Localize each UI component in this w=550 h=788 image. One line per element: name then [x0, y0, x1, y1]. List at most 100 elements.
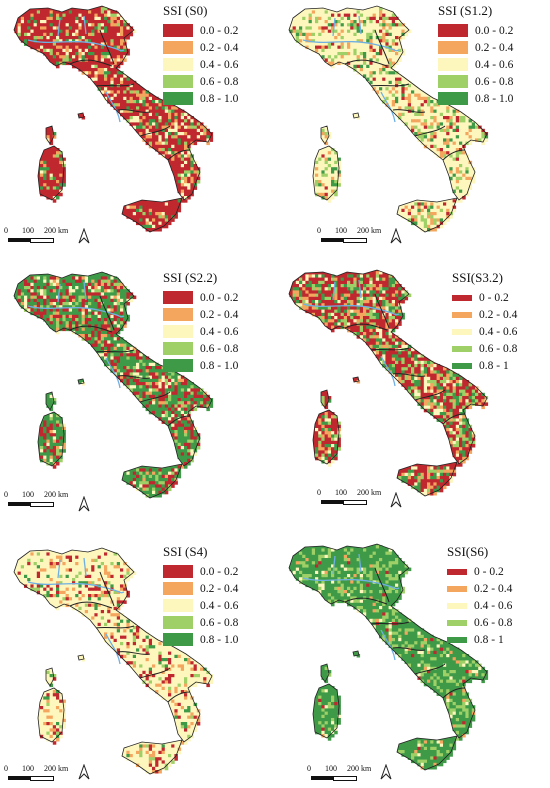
- legend-item: 0.4 - 0.6: [452, 323, 517, 340]
- legend-swatch: [163, 359, 193, 372]
- legend-label: 0.8 - 1.0: [475, 92, 514, 105]
- legend-label: 0.2 - 0.4: [474, 582, 513, 595]
- scale-label-100: 100: [335, 488, 347, 497]
- legend-swatch: [163, 325, 193, 338]
- ssi-raster: [14, 549, 214, 774]
- north-arrow-icon: [78, 764, 90, 780]
- legend-title: SSI(S3.2): [452, 270, 503, 285]
- legend-label: 0.4 - 0.6: [200, 58, 239, 71]
- italy-map: [288, 543, 489, 771]
- legend-label: 0.4 - 0.6: [474, 599, 513, 612]
- legend-item: 0.8 - 1.0: [163, 631, 238, 648]
- legend-item: 0 - 0.2: [452, 289, 517, 306]
- scale-label-0: 0: [317, 226, 321, 235]
- legend-swatch: [163, 41, 193, 54]
- legend-title: SSI (S4): [163, 544, 208, 559]
- legend-item: 0.6 - 0.8: [452, 340, 517, 357]
- legend-item: 0.6 - 0.8: [163, 614, 238, 631]
- legend-swatch: [452, 294, 472, 301]
- legend-item: 0.0 - 0.2: [163, 289, 238, 306]
- legend-label: 0.8 - 1.0: [200, 633, 239, 646]
- legend-label: 0.6 - 0.8: [200, 75, 239, 88]
- legend-label: 0.4 - 0.6: [200, 599, 239, 612]
- legend-label: 0.2 - 0.4: [200, 41, 239, 54]
- italy-map: [13, 5, 214, 233]
- legend-item: 0.4 - 0.6: [163, 323, 238, 340]
- legend-item: 0.4 - 0.6: [163, 56, 238, 73]
- legend-item: 0.6 - 0.8: [163, 340, 238, 357]
- legend-item: 0.2 - 0.4: [163, 306, 238, 323]
- legend: SSI(S3.2) 0 - 0.2 0.2 - 0.4 0.4 - 0.6 0.…: [452, 270, 517, 374]
- legend-swatch: [447, 636, 467, 643]
- legend-label: 0.6 - 0.8: [475, 75, 514, 88]
- legend-swatch: [452, 362, 472, 369]
- legend-swatch: [163, 342, 193, 355]
- scale-label-0: 0: [317, 488, 321, 497]
- legend-label: 0.2 - 0.4: [200, 308, 239, 321]
- north-arrow-icon: [78, 496, 90, 512]
- legend-swatch: [163, 24, 193, 37]
- legend-swatch: [438, 24, 468, 37]
- legend-swatch: [447, 619, 467, 626]
- map-panel-s1-2: SSI (S1.2) 0.0 - 0.2 0.2 - 0.4 0.4 - 0.6…: [275, 0, 550, 262]
- legend-item: 0.2 - 0.4: [163, 39, 238, 56]
- legend-item: 0.4 - 0.6: [438, 56, 513, 73]
- legend-swatch: [447, 568, 467, 575]
- legend-label: 0.2 - 0.4: [200, 582, 239, 595]
- legend-swatch: [163, 599, 193, 612]
- legend-label: 0.6 - 0.8: [479, 342, 518, 355]
- north-arrow-icon: [390, 228, 402, 244]
- map-panel-s4: SSI (S4) 0.0 - 0.2 0.2 - 0.4 0.4 - 0.6 0…: [0, 524, 275, 786]
- scale-label-0: 0: [4, 226, 8, 235]
- scale-label-200: 200 km: [44, 490, 69, 499]
- scale-label-100: 100: [22, 490, 34, 499]
- legend-item: 0.8 - 1.0: [163, 90, 238, 107]
- italy-map: [288, 269, 489, 497]
- legend: SSI (S1.2) 0.0 - 0.2 0.2 - 0.4 0.4 - 0.6…: [438, 3, 513, 107]
- legend-label: 0 - 0.2: [479, 291, 509, 304]
- ssi-raster: [289, 271, 489, 496]
- scale-label-0: 0: [307, 764, 311, 773]
- legend-swatch: [163, 308, 193, 321]
- legend: SSI (S2.2) 0.0 - 0.2 0.2 - 0.4 0.4 - 0.6…: [163, 270, 238, 374]
- legend-item: 0.8 - 1: [447, 631, 512, 648]
- scale-label-200: 200 km: [347, 764, 372, 773]
- legend-swatch: [438, 41, 468, 54]
- legend-item: 0.2 - 0.4: [447, 580, 512, 597]
- scale-label-100: 100: [335, 226, 347, 235]
- italy-map: [13, 271, 214, 499]
- legend-item: 0.2 - 0.4: [438, 39, 513, 56]
- legend-title: SSI(S6): [447, 544, 489, 559]
- legend-item: 0.2 - 0.4: [163, 580, 238, 597]
- legend-swatch: [163, 291, 193, 304]
- legend-swatch: [163, 633, 193, 646]
- legend-item: 0.6 - 0.8: [163, 73, 238, 90]
- legend-label: 0.2 - 0.4: [479, 308, 518, 321]
- italy-map: [288, 5, 489, 233]
- map-panel-s6: SSI(S6) 0 - 0.2 0.2 - 0.4 0.4 - 0.6 0.6 …: [275, 524, 550, 786]
- scale-label-0: 0: [4, 764, 8, 773]
- scale-label-200: 200 km: [44, 226, 69, 235]
- legend-label: 0.4 - 0.6: [475, 58, 514, 71]
- legend-label: 0.6 - 0.8: [200, 342, 239, 355]
- legend-title: SSI (S1.2): [438, 3, 493, 18]
- legend-label: 0.0 - 0.2: [475, 24, 514, 37]
- legend-item: 0.6 - 0.8: [438, 73, 513, 90]
- north-arrow-icon: [380, 764, 392, 780]
- scale-label-100: 100: [325, 764, 337, 773]
- legend-swatch: [163, 92, 193, 105]
- legend: SSI (S4) 0.0 - 0.2 0.2 - 0.4 0.4 - 0.6 0…: [163, 544, 238, 648]
- legend-label: 0.8 - 1.0: [200, 92, 239, 105]
- scale-label-100: 100: [22, 226, 34, 235]
- legend-item: 0.4 - 0.6: [447, 597, 512, 614]
- legend-item: 0.4 - 0.6: [163, 597, 238, 614]
- map-panel-s2-2: SSI (S2.2) 0.0 - 0.2 0.2 - 0.4 0.4 - 0.6…: [0, 262, 275, 524]
- legend-label: 0.6 - 0.8: [474, 616, 513, 629]
- legend-item: 0 - 0.2: [447, 563, 512, 580]
- north-arrow-icon: [78, 228, 90, 244]
- legend-swatch: [163, 75, 193, 88]
- legend-label: 0 - 0.2: [474, 565, 504, 578]
- scale-label-200: 200 km: [357, 488, 382, 497]
- legend-label: 0.8 - 1.0: [200, 359, 239, 372]
- legend-item: 0.0 - 0.2: [438, 22, 513, 39]
